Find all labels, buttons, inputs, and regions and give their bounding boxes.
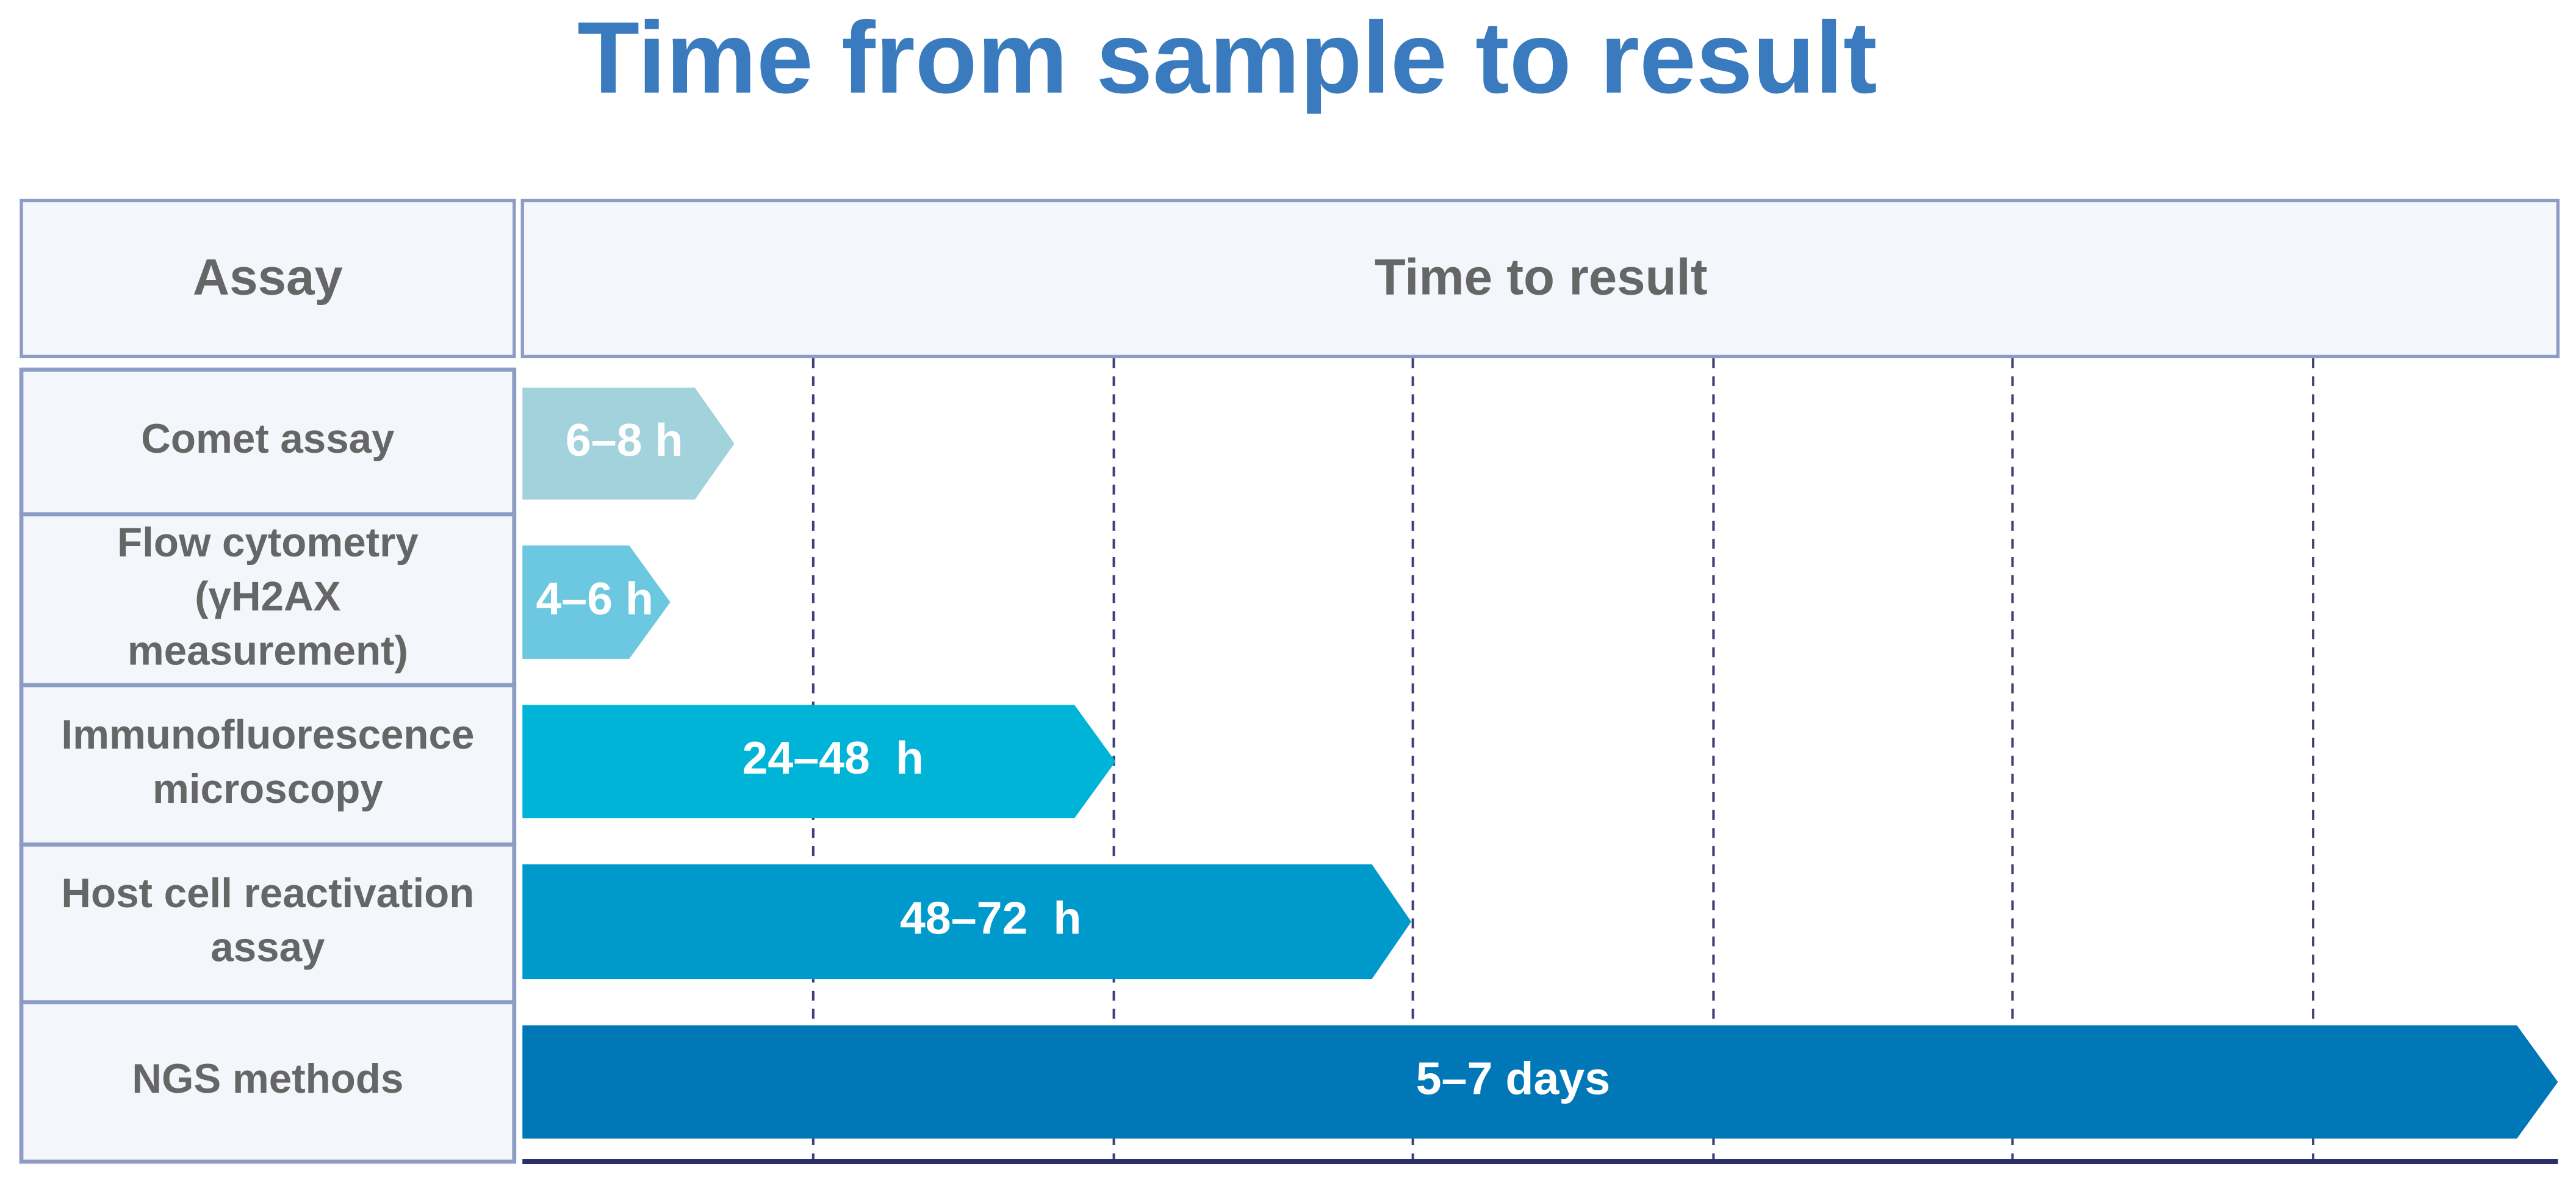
assay-label: assay [210, 925, 325, 971]
header-cell [20, 198, 516, 359]
assay-label: microscopy [153, 766, 383, 812]
header-assay: Assay [193, 248, 343, 306]
time-arrow [522, 545, 671, 659]
header-cell [520, 198, 2560, 359]
assay-cell [19, 512, 517, 688]
assay-label: Flow cytometry [117, 520, 419, 566]
time-label: 4–6 h [536, 573, 653, 624]
assay-cell [19, 367, 517, 517]
assay-cell [19, 683, 517, 847]
title: Time from sample to result [577, 1, 1877, 115]
time-label: 48–72 h [900, 893, 1082, 944]
assay-cell [19, 842, 517, 1005]
header-time: Time to result [1375, 248, 1708, 306]
assay-label: Comet assay [141, 416, 395, 462]
time-label: 6–8 h [566, 414, 683, 466]
time-label: 5–7 days [1416, 1052, 1610, 1104]
time-arrow [522, 864, 1411, 980]
time-arrow [522, 705, 1116, 819]
time-label: 24–48 h [742, 732, 924, 783]
assay-label: Immunofluorescence [61, 712, 474, 758]
time-arrow [522, 1025, 2558, 1139]
assay-label: measurement) [128, 628, 408, 674]
assay-label: NGS methods [132, 1056, 403, 1102]
assay-cell [19, 1000, 517, 1164]
assay-label: (γH2AX [195, 574, 340, 620]
time-arrow [522, 387, 735, 500]
assay-label: Host cell reactivation [61, 871, 474, 916]
